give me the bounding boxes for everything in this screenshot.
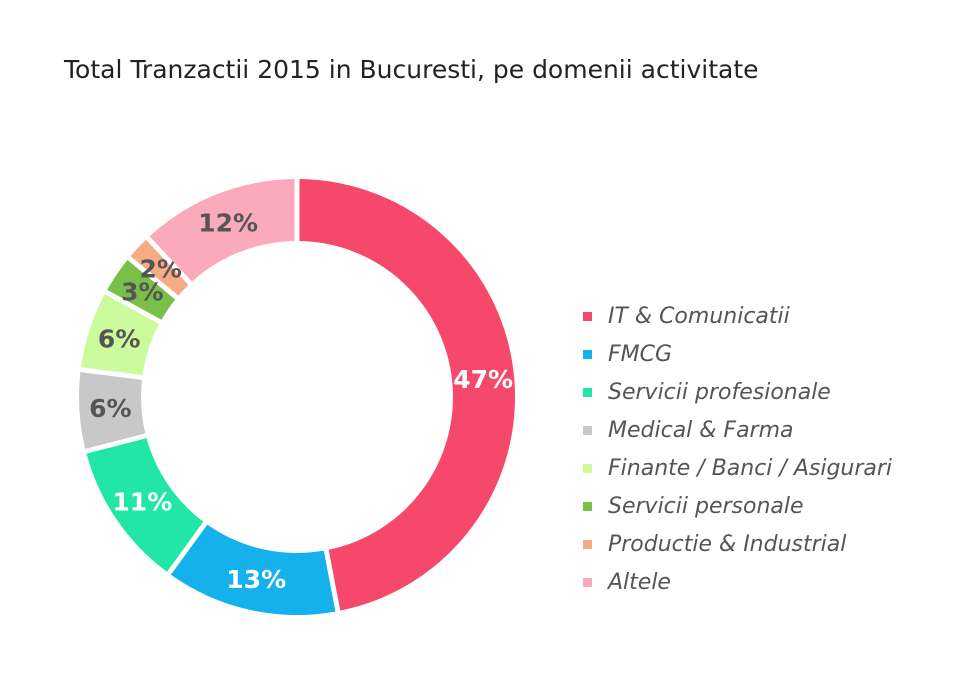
slice-productie-and-industrial	[130, 239, 189, 296]
legend-label: IT & Comunicatii	[608, 303, 790, 329]
slice-medical-and-farma	[78, 372, 146, 449]
slice-label-fmcg: 13%	[226, 565, 286, 594]
legend-label: Servicii personale	[608, 493, 804, 519]
chart-legend: IT & Comunicatii FMCG Servicii profesional…	[583, 297, 892, 601]
slice-label-servicii-personale: 3%	[121, 277, 163, 306]
legend-item-servicii-personale: Servicii personale	[583, 487, 892, 525]
legend-item-medical-and-farma: Medical & Farma	[583, 411, 892, 449]
legend-label: Altele	[608, 569, 671, 595]
slice-finante-banci-asigurari	[81, 294, 160, 375]
legend-label: FMCG	[608, 341, 673, 367]
legend-item-altele: Altele	[583, 563, 892, 601]
slice-altele	[149, 179, 295, 282]
slice-label-medical-and-farma: 6%	[89, 394, 131, 423]
legend-label: Productie & Industrial	[608, 531, 847, 557]
legend-marker	[583, 349, 592, 359]
slice-label-it-and-comunicatii: 47%	[453, 365, 513, 394]
legend-marker	[583, 425, 592, 435]
slice-servicii-profesionale	[86, 438, 204, 572]
legend-label: Medical & Farma	[608, 417, 794, 443]
slice-label-servicii-profesionale: 11%	[112, 488, 172, 517]
legend-item-finante-banci-asigurari: Finante / Banci / Asigurari	[583, 449, 892, 487]
legend-marker	[583, 311, 592, 321]
legend-marker	[583, 387, 592, 397]
donut-chart: 47%13%11%6%6%3%2%12%	[78, 179, 516, 615]
slice-label-finante-banci-asigurari: 6%	[98, 325, 140, 354]
legend-marker	[583, 501, 592, 511]
chart-title: Total Tranzactii 2015 in Bucuresti, pe d…	[64, 55, 759, 84]
legend-label: Finante / Banci / Asigurari	[608, 455, 893, 481]
legend-item-productie-and-industrial: Productie & Industrial	[583, 525, 892, 563]
legend-marker	[583, 577, 592, 587]
legend-marker	[583, 463, 592, 473]
slice-label-altele: 12%	[198, 209, 258, 238]
legend-label: Servicii profesionale	[608, 379, 831, 405]
slice-it-and-comunicatii	[299, 179, 516, 611]
slice-servicii-personale	[107, 259, 176, 320]
legend-marker	[583, 539, 592, 549]
legend-item-it-and-comunicatii: IT & Comunicatii	[583, 297, 892, 335]
legend-item-servicii-profesionale: Servicii profesionale	[583, 373, 892, 411]
slice-fmcg	[170, 524, 336, 615]
legend-item-fmcg: FMCG	[583, 335, 892, 373]
